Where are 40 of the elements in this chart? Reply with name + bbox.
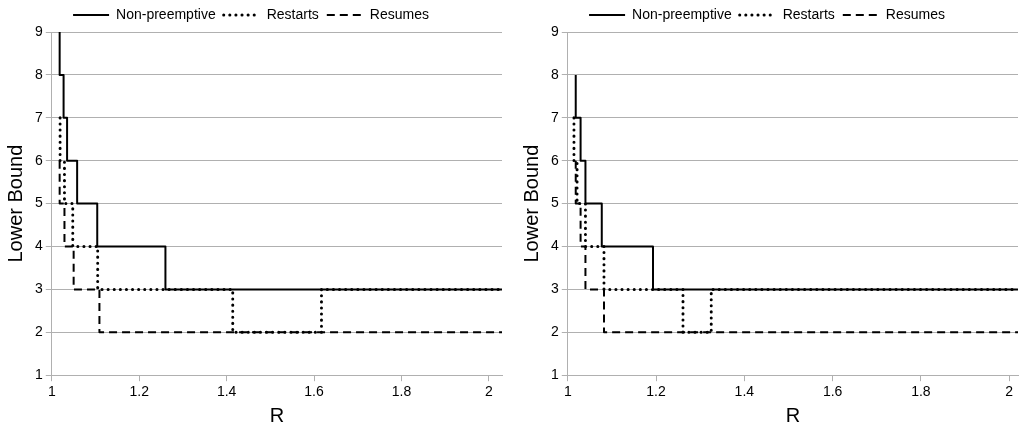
y-tick-label: 1	[34, 366, 43, 383]
y-tick-label: 5	[34, 194, 43, 211]
legend-label: Non-preemptive	[116, 5, 216, 22]
y-tick-label: 9	[34, 22, 43, 39]
x-tick-label: 2	[1005, 383, 1014, 400]
legend-label: Restarts	[782, 5, 835, 22]
legend-label: Resumes	[369, 5, 429, 22]
x-tick-label: 1.6	[822, 383, 843, 400]
legend-label: Restarts	[266, 5, 319, 22]
x-tick-label: 1.8	[911, 383, 931, 400]
y-tick-label: 3	[550, 280, 559, 297]
y-tick-label: 7	[550, 108, 559, 125]
y-axis-title: Lower Bound	[3, 144, 26, 263]
x-tick-label: 1.4	[216, 383, 237, 400]
y-tick-label: 9	[550, 22, 559, 39]
y-tick-label: 8	[550, 65, 559, 82]
y-tick-label: 6	[550, 151, 559, 168]
y-tick-label: 4	[550, 237, 559, 254]
y-tick-label: 4	[34, 237, 43, 254]
x-tick-label: 1	[563, 383, 572, 400]
x-tick-label: 1.4	[734, 383, 755, 400]
x-tick-label: 2	[484, 383, 493, 400]
y-tick-label: 6	[34, 151, 43, 168]
y-tick-label: 3	[34, 280, 43, 297]
x-tick-label: 1.8	[391, 383, 412, 400]
y-tick-label: 8	[34, 65, 43, 82]
y-tick-label: 2	[550, 323, 559, 340]
x-tick-label: 1.2	[129, 383, 150, 400]
x-axis-title: R	[785, 403, 801, 426]
x-tick-label: 1	[47, 383, 56, 400]
x-tick-label: 1.6	[304, 383, 324, 400]
y-tick-label: 5	[550, 194, 559, 211]
legend-label: Resumes	[885, 5, 945, 22]
y-tick-label: 7	[34, 108, 43, 125]
x-tick-label: 1.2	[646, 383, 666, 400]
y-tick-label: 1	[550, 366, 559, 383]
x-axis-title: R	[269, 403, 285, 426]
legend-label: Non-preemptive	[632, 5, 732, 22]
y-tick-label: 2	[34, 323, 43, 340]
y-axis-title: Lower Bound	[519, 144, 542, 263]
